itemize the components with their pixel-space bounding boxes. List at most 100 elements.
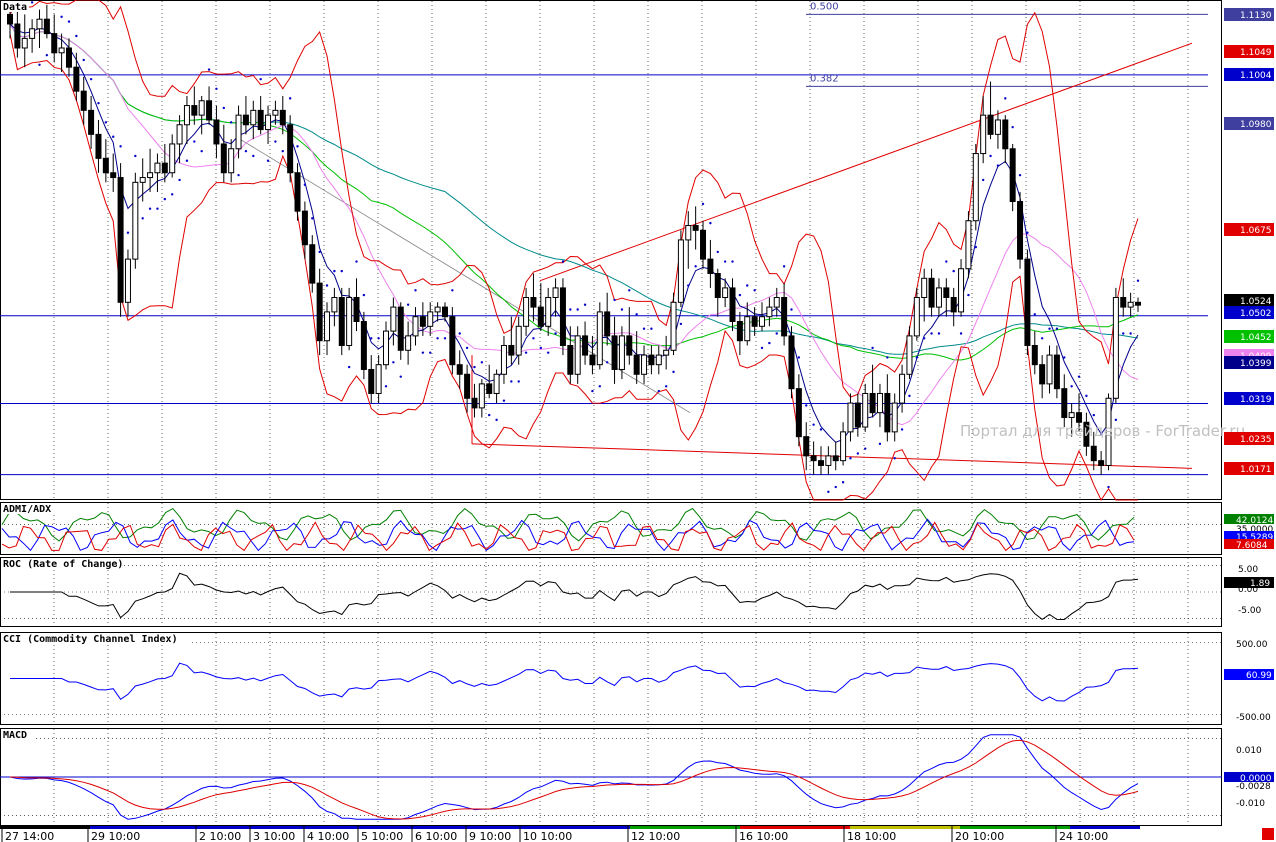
candle-body: [161, 162, 168, 174]
roc-panel-title: ROC (Rate of Change): [3, 559, 123, 570]
candle: [596, 302, 603, 370]
roc-tick-label: -5.00: [1238, 606, 1262, 616]
candle-body: [228, 148, 235, 174]
sar-dot: [664, 385, 668, 388]
macd-panel-title: MACD: [3, 730, 27, 741]
cci-panel-title: CCI (Commodity Channel Index): [3, 633, 178, 645]
cci-last-bg: [1224, 669, 1274, 680]
price-label-bg: [1224, 294, 1274, 307]
sar-dot: [827, 490, 830, 494]
candle-body: [1105, 397, 1112, 466]
time-strip-blue: [0, 826, 1140, 829]
candle-body: [486, 383, 493, 394]
sar-dot: [97, 101, 100, 105]
candle-body: [958, 268, 965, 313]
sar-dot: [112, 135, 115, 138]
sar-dot: [1040, 337, 1044, 340]
candle-body: [574, 335, 581, 375]
candle-body: [191, 105, 198, 116]
candle: [1053, 345, 1060, 399]
candle: [891, 393, 898, 442]
price-label: 1.0524: [1240, 297, 1272, 307]
cci-panel-frame: [0, 632, 1222, 725]
sar-dot: [215, 87, 218, 90]
candle: [1098, 451, 1105, 476]
candle-body: [353, 297, 360, 322]
sar-dot: [89, 77, 93, 81]
macd-tick-label: -0.010: [1236, 799, 1265, 809]
sar-dot: [620, 308, 624, 311]
candle-body: [781, 297, 788, 337]
candle-body: [324, 311, 331, 342]
sar-dot: [1055, 327, 1059, 330]
candle: [574, 326, 581, 384]
candle: [368, 355, 375, 404]
roc-last-bg: [1224, 577, 1274, 588]
candle: [972, 143, 979, 231]
sar-dot: [893, 457, 896, 460]
sar-dot: [797, 356, 801, 359]
candle-body: [722, 287, 729, 299]
candle-body: [1031, 344, 1038, 366]
sar-dot: [392, 361, 395, 364]
sar-dot: [237, 173, 240, 177]
cci-tick-label: 500.00: [1236, 640, 1268, 650]
candle-body: [1127, 301, 1134, 308]
candle-body: [677, 239, 684, 303]
candle-body: [707, 258, 714, 275]
candle: [36, 9, 43, 48]
roc-tick-label: 5.00: [1238, 565, 1258, 575]
sar-dot: [642, 327, 646, 330]
candle: [862, 383, 869, 432]
candle: [250, 100, 257, 140]
candle-body: [884, 392, 891, 433]
candle-body: [1039, 364, 1046, 385]
sar-dot: [296, 145, 299, 148]
candle: [1002, 115, 1009, 164]
candle-body: [810, 455, 817, 462]
candle-body: [235, 114, 242, 150]
candle-body: [7, 13, 13, 25]
candle-body: [626, 335, 633, 356]
candle: [265, 105, 272, 144]
time-label: 16 10:00: [739, 830, 788, 842]
sar-dot: [288, 97, 292, 100]
candle: [486, 364, 493, 399]
candle: [43, 4, 50, 39]
time-strip-green2: [960, 826, 1070, 829]
sar-dot: [687, 284, 690, 287]
candle-body: [869, 392, 876, 414]
sar-dot: [613, 298, 616, 302]
sar-dot: [746, 284, 749, 287]
candle: [456, 350, 463, 389]
adx-series-line: [1, 518, 1135, 552]
candle-body: [346, 297, 353, 346]
candle-body: [766, 306, 773, 318]
sar-dot: [1033, 313, 1036, 316]
macd-title-bg: [1, 729, 35, 740]
sar-dot: [384, 385, 388, 388]
candle-body: [655, 354, 662, 366]
candle: [206, 86, 213, 125]
candle-body: [1009, 148, 1016, 203]
candle-body: [980, 114, 987, 155]
candle-body: [412, 316, 419, 337]
candle: [338, 287, 345, 356]
sar-dot: [355, 260, 358, 263]
sar-dot: [266, 159, 270, 162]
candle: [567, 326, 574, 384]
roc-title-bg: [1, 558, 115, 569]
candle-body: [994, 119, 1001, 135]
trendline-support: [471, 443, 1193, 469]
candle: [419, 302, 426, 336]
candle: [899, 364, 906, 413]
sar-dot: [156, 207, 159, 210]
candle-body: [110, 172, 117, 179]
sma-fast-line: [9, 23, 1139, 426]
sar-dot: [333, 269, 336, 273]
candle-body: [419, 316, 426, 327]
candle-body: [493, 373, 500, 394]
sar-dot: [760, 346, 764, 350]
candle: [124, 249, 131, 317]
sar-dot: [709, 221, 712, 225]
